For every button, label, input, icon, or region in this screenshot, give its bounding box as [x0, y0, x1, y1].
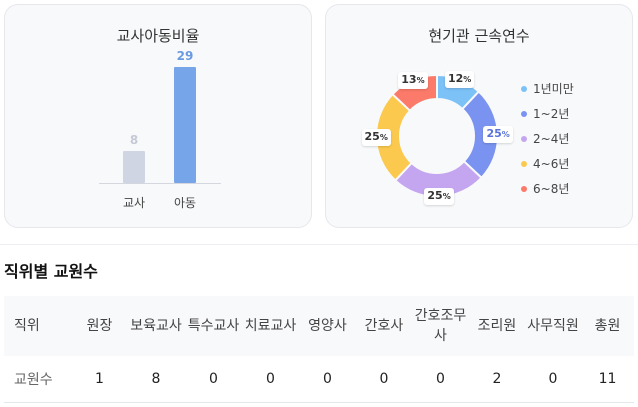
bar-category-label: 교사: [122, 196, 146, 210]
column-header: 특수교사: [185, 296, 242, 356]
donut-value-number: 25: [486, 126, 502, 140]
bar-axis-line: [99, 183, 221, 184]
legend-item: 6~8년: [521, 176, 574, 201]
legend-item: 1년미만: [521, 76, 574, 101]
row-label: 교원수: [4, 356, 72, 403]
tenure-card-title: 현기관 근속연수: [428, 27, 530, 45]
table-cell: 0: [242, 356, 299, 403]
donut-value-label: 25%: [361, 129, 391, 147]
bar-value-label: 8: [129, 133, 139, 147]
table-cell: 1: [72, 356, 127, 403]
column-header: 치료교사: [242, 296, 299, 356]
table-cell: 2: [469, 356, 525, 403]
donut-value-label: 25%: [483, 125, 513, 143]
table-cell: 0: [525, 356, 581, 403]
column-header: 원장: [72, 296, 127, 356]
legend-label: 4~6년: [533, 157, 570, 171]
donut-value-unit: %: [442, 192, 451, 202]
legend-item: 4~6년: [521, 151, 574, 176]
column-header: 간호사: [356, 296, 412, 356]
donut-value-label: 12%: [444, 70, 475, 88]
bar-value-label: 29: [176, 49, 194, 63]
legend-dot-icon: [521, 185, 527, 192]
legend-dot-icon: [521, 135, 527, 142]
tenure-legend: 1년미만 1~2년 2~4년 4~6년 6~8년: [521, 76, 574, 201]
column-header: 총원: [581, 296, 634, 356]
ratio-bar-chart: 8 교사 29 아동: [5, 5, 313, 229]
table-cell: 0: [356, 356, 412, 403]
legend-dot-icon: [521, 110, 527, 117]
table-cell: 0: [185, 356, 242, 403]
donut-value-number: 13: [401, 72, 417, 86]
donut-value-number: 25: [364, 130, 380, 144]
table-header-row: 직위 원장 보육교사 특수교사 치료교사 영양사 간호사 간호조무사 조리원 사무직원 총원: [4, 296, 634, 356]
teacher-child-ratio-card: 교사아동비율 8 교사 29 아동: [4, 4, 312, 228]
legend-item: 1~2년: [521, 101, 574, 126]
table-cell: 11: [581, 356, 634, 403]
legend-label: 1년미만: [533, 82, 574, 96]
bar-teacher: [123, 151, 145, 183]
donut-value-label: 13%: [398, 71, 428, 89]
column-header: 사무직원: [525, 296, 581, 356]
legend-label: 6~8년: [533, 182, 570, 196]
donut-value-unit: %: [416, 75, 425, 85]
bar-category-label: 아동: [173, 196, 197, 210]
ratio-card-title: 교사아동비율: [116, 27, 200, 45]
donut-value-unit: %: [379, 133, 388, 143]
column-header: 조리원: [469, 296, 525, 356]
staff-count-table: 직위 원장 보육교사 특수교사 치료교사 영양사 간호사 간호조무사 조리원 사무직원 총원 교원수…: [4, 296, 634, 403]
donut-value-number: 25: [427, 189, 443, 203]
section-divider: [0, 244, 638, 245]
legend-dot-icon: [521, 85, 527, 92]
donut-value-number: 12: [447, 71, 464, 85]
bar-child: [174, 67, 196, 183]
staff-section-title: 직위별 교원수: [4, 262, 98, 281]
column-header: 영양사: [299, 296, 356, 356]
tenure-donut-chart: 12% 25% 25% 25% 13%: [361, 61, 513, 211]
legend-label: 2~4년: [533, 132, 570, 146]
table-cell: 0: [299, 356, 356, 403]
table-cell: 8: [127, 356, 185, 403]
column-header: 직위: [4, 296, 72, 356]
column-header: 보육교사: [127, 296, 185, 356]
donut-value-unit: %: [463, 74, 472, 84]
tenure-card: 현기관 근속연수 12% 25% 25% 25% 13% 1년미만 1~2년 2~4년 4~6…: [325, 4, 633, 228]
legend-item: 2~4년: [521, 126, 574, 151]
legend-label: 1~2년: [533, 107, 570, 121]
table-row: 교원수 1 8 0 0 0 0 0 2 0 11: [4, 356, 634, 403]
table-cell: 0: [412, 356, 469, 403]
column-header: 간호조무사: [412, 296, 469, 356]
donut-value-unit: %: [501, 129, 510, 139]
legend-dot-icon: [521, 160, 527, 167]
donut-value-label: 25%: [424, 188, 454, 206]
